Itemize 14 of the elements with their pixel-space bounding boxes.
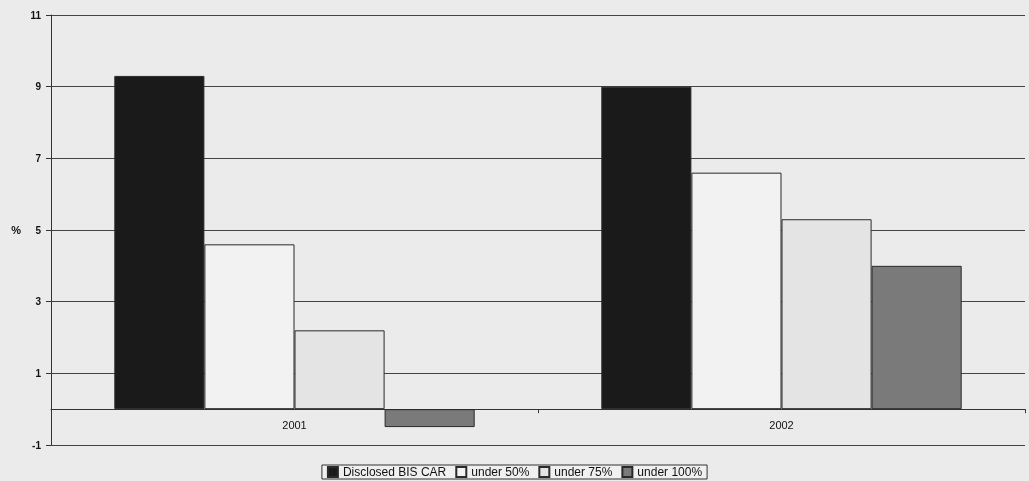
y-tick-label: -1: [32, 439, 42, 451]
y-tick-label: 3: [35, 296, 42, 308]
y-tick-label: 9: [35, 81, 42, 93]
y-tick-label: 11: [30, 9, 42, 21]
x-tick-label: 2001: [282, 418, 307, 431]
x-tick-label: 2002: [769, 418, 794, 431]
y-tick-label: 5: [35, 224, 42, 236]
y-axis-title: %: [11, 224, 22, 236]
legend-label: under 75%: [554, 465, 613, 479]
legend-label: Disclosed BIS CAR: [342, 465, 447, 479]
legend-label: under 100%: [637, 465, 703, 479]
y-tick-label: 1: [35, 367, 42, 379]
y-tick-label: 7: [35, 152, 42, 164]
legend-label: under 50%: [471, 465, 530, 479]
